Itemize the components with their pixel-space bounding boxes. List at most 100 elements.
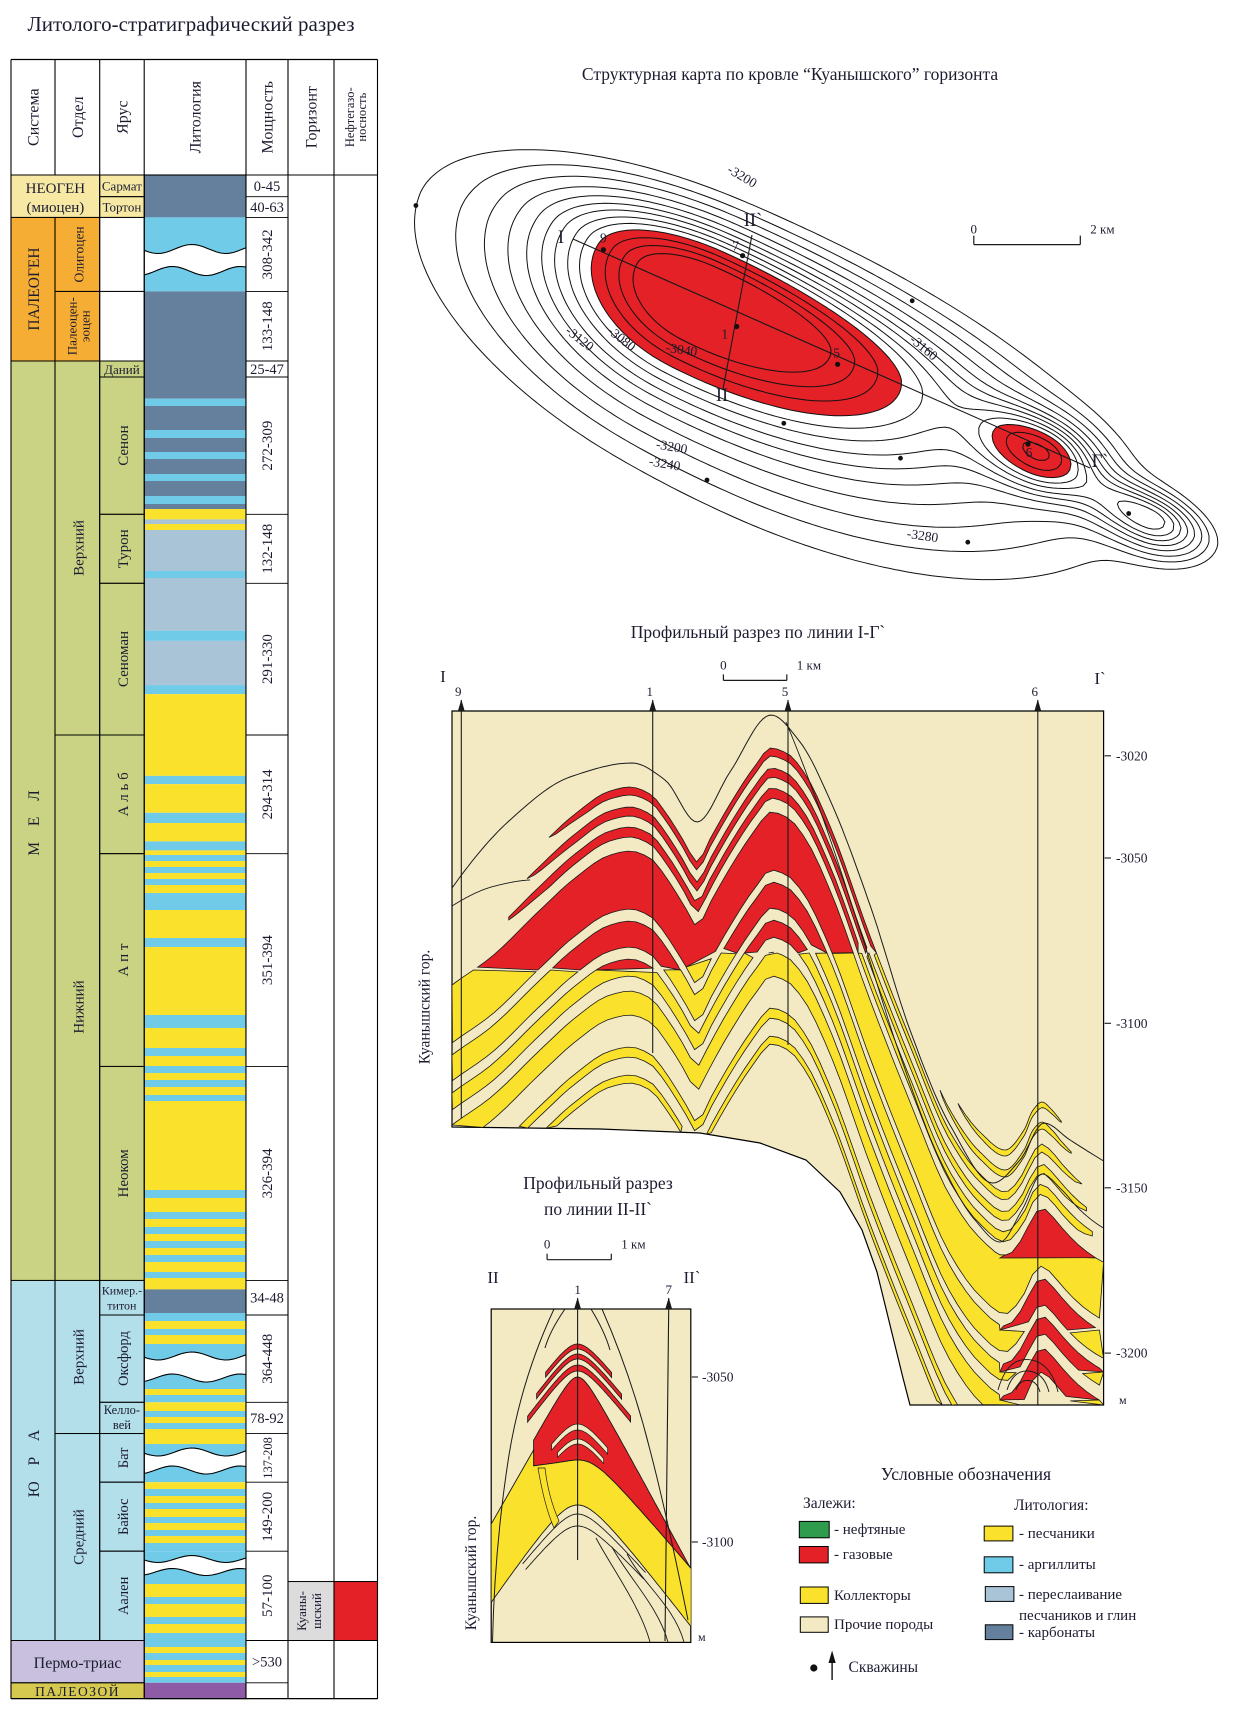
- svg-text:291-330: 291-330: [260, 634, 276, 684]
- svg-text:Средний: Средний: [71, 1509, 87, 1565]
- svg-text:Сеноман: Сеноман: [116, 631, 132, 687]
- svg-text:вей: вей: [113, 1418, 131, 1432]
- svg-text:133-148: 133-148: [260, 301, 276, 351]
- svg-text:5: 5: [782, 684, 789, 699]
- svg-text:Литолого-стратиграфический раз: Литолого-стратиграфический разрез: [27, 12, 354, 36]
- svg-text:1: 1: [646, 684, 653, 699]
- svg-text:0: 0: [971, 222, 978, 237]
- svg-text:Ярус: Ярус: [114, 100, 131, 134]
- svg-text:9: 9: [455, 684, 462, 699]
- svg-text:-3100: -3100: [1116, 1016, 1148, 1031]
- svg-text:1 км: 1 км: [621, 1237, 645, 1252]
- svg-text:НЕОГЕН: НЕОГЕН: [26, 181, 86, 197]
- svg-text:Ю Р А: Ю Р А: [26, 1424, 43, 1498]
- svg-text:II: II: [716, 386, 728, 406]
- svg-text:- переслаивание: - переслаивание: [1019, 1587, 1122, 1603]
- svg-text:II: II: [487, 1268, 499, 1287]
- svg-text:Нефтегазо-: Нефтегазо-: [343, 87, 357, 147]
- svg-text:0: 0: [544, 1237, 551, 1252]
- svg-text:ПАЛЕОГЕН: ПАЛЕОГЕН: [26, 247, 43, 330]
- svg-text:(миоцен): (миоцен): [27, 200, 85, 216]
- svg-text:песчаников и глин: песчаников и глин: [1019, 1608, 1136, 1624]
- svg-text:Верхний: Верхний: [71, 520, 87, 576]
- svg-text:0-45: 0-45: [254, 179, 281, 195]
- svg-text:I: I: [558, 228, 564, 248]
- svg-text:149-200: 149-200: [260, 1492, 276, 1542]
- svg-text:титон: титон: [107, 1298, 137, 1312]
- svg-text:Мощность: Мощность: [260, 81, 277, 154]
- svg-text:9: 9: [600, 231, 607, 246]
- svg-text:-3040: -3040: [665, 340, 699, 359]
- svg-text:132-148: 132-148: [260, 524, 276, 574]
- svg-text:м: м: [1119, 1393, 1127, 1407]
- svg-text:40-63: 40-63: [250, 200, 284, 216]
- svg-text:Профильный разрез: Профильный разрез: [523, 1173, 673, 1193]
- svg-text:1: 1: [721, 327, 728, 342]
- svg-text:Палеоцен-: Палеоцен-: [64, 297, 79, 355]
- svg-text:м: м: [698, 1630, 706, 1644]
- svg-text:34-48: 34-48: [250, 1291, 284, 1307]
- svg-text:Тортон: Тортон: [103, 200, 142, 215]
- svg-text:0: 0: [720, 657, 727, 672]
- svg-text:-3280: -3280: [906, 526, 940, 545]
- svg-text:Скважины: Скважины: [849, 1659, 919, 1676]
- svg-text:7: 7: [665, 1282, 672, 1297]
- svg-text:Профильный разрез по линии I-Г: Профильный разрез по линии I-Г`: [631, 622, 886, 642]
- svg-text:Система: Система: [26, 88, 43, 146]
- svg-text:Неоком: Неоком: [116, 1149, 132, 1198]
- svg-text:5: 5: [833, 345, 840, 360]
- svg-text:Нижний: Нижний: [71, 980, 87, 1033]
- svg-text:57-100: 57-100: [260, 1575, 276, 1618]
- svg-text:25-47: 25-47: [250, 362, 284, 378]
- svg-text:-3050: -3050: [702, 1370, 734, 1385]
- svg-text:351-394: 351-394: [260, 935, 276, 985]
- svg-text:Верхний: Верхний: [71, 1329, 87, 1385]
- svg-text:Горизонт: Горизонт: [304, 86, 321, 148]
- svg-text:7: 7: [732, 239, 739, 254]
- svg-text:Оксфорд: Оксфорд: [116, 1331, 132, 1386]
- svg-text:носность: носность: [355, 93, 369, 142]
- svg-text:Условные обозначения: Условные обозначения: [881, 1464, 1051, 1484]
- svg-text:1: 1: [574, 1282, 581, 1297]
- svg-text:272-309: 272-309: [260, 421, 276, 471]
- svg-text:Сенон: Сенон: [116, 425, 132, 465]
- svg-text:>530: >530: [252, 1655, 282, 1671]
- svg-text:-3100: -3100: [702, 1535, 734, 1550]
- svg-text:6: 6: [1032, 684, 1039, 699]
- svg-text:137-208: 137-208: [261, 1437, 275, 1479]
- svg-text:Олигоцен: Олигоцен: [71, 226, 86, 282]
- svg-text:Пермо-триас: Пермо-триас: [34, 1655, 122, 1672]
- svg-text:Литология: Литология: [188, 80, 205, 153]
- svg-text:II`: II`: [684, 1268, 701, 1287]
- svg-text:1 км: 1 км: [797, 657, 821, 672]
- svg-text:-3200: -3200: [655, 436, 689, 456]
- svg-text:по линии II-II`: по линии II-II`: [544, 1199, 652, 1219]
- svg-text:- нефтяные: - нефтяные: [834, 1522, 906, 1538]
- svg-text:-3050: -3050: [1116, 851, 1148, 866]
- svg-text:Аален: Аален: [116, 1576, 132, 1615]
- svg-text:Куаны-: Куаны-: [294, 1591, 309, 1631]
- svg-text:Отдел: Отдел: [70, 96, 87, 138]
- svg-text:А п т: А п т: [116, 943, 132, 976]
- svg-text:Турон: Турон: [116, 529, 132, 568]
- svg-text:ПАЛЕОЗОЙ: ПАЛЕОЗОЙ: [35, 1684, 120, 1699]
- svg-text:II`: II`: [744, 211, 762, 231]
- svg-text:-3150: -3150: [1116, 1180, 1148, 1195]
- svg-text:Бат: Бат: [116, 1447, 132, 1468]
- svg-text:Г`: Г`: [1092, 452, 1109, 472]
- svg-text:Залежи:: Залежи:: [803, 1495, 856, 1512]
- svg-text:шский: шский: [309, 1593, 324, 1629]
- svg-text:Коллекторы: Коллекторы: [834, 1588, 911, 1604]
- svg-text:Байос: Байос: [116, 1498, 132, 1535]
- svg-text:М Е Л: М Е Л: [26, 784, 43, 856]
- svg-text:I`: I`: [1094, 669, 1105, 688]
- svg-text:308-342: 308-342: [260, 229, 276, 279]
- svg-text:78-92: 78-92: [250, 1411, 284, 1427]
- svg-text:Даний: Даний: [104, 362, 140, 377]
- svg-text:-3020: -3020: [1116, 748, 1148, 763]
- svg-text:-3240: -3240: [648, 453, 682, 473]
- svg-text:- карбонаты: - карбонаты: [1019, 1625, 1095, 1641]
- svg-text:эоцен: эоцен: [77, 310, 92, 342]
- svg-text:364-448: 364-448: [260, 1334, 276, 1384]
- svg-text:Келло-: Келло-: [104, 1403, 140, 1417]
